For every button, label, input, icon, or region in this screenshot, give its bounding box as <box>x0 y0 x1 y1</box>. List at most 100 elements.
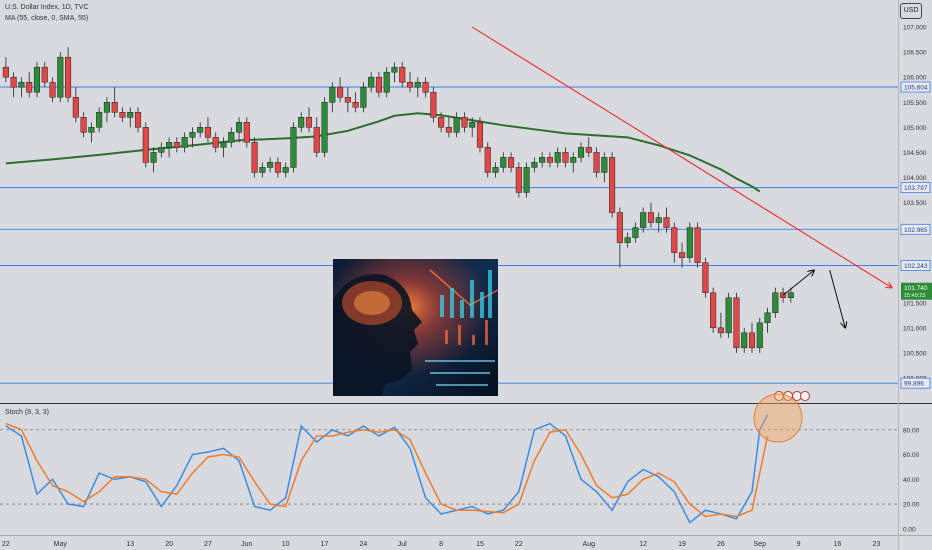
projection-arrow-up <box>782 270 814 296</box>
level-price-badge: 105.804 <box>900 81 931 93</box>
candle-body <box>166 142 173 148</box>
candle-body <box>577 147 585 158</box>
candle-body <box>329 86 336 103</box>
price-tick-label: 105.000 <box>903 125 927 132</box>
candle-body <box>189 132 196 138</box>
candle-body <box>181 137 188 148</box>
time-tick-label: Jun <box>241 541 252 548</box>
level-badge-label: 102.965 <box>904 227 928 234</box>
candle-body <box>523 167 530 193</box>
time-tick-label: 22 <box>515 541 523 548</box>
projection-arrow-down <box>829 270 846 328</box>
candle-body <box>243 122 250 143</box>
time-tick-label: 20 <box>165 541 173 548</box>
candle-body <box>609 157 616 213</box>
moving-average-line <box>5 112 761 193</box>
level-badge-box <box>900 223 931 235</box>
candle-body <box>484 147 491 173</box>
candle-body <box>228 132 235 143</box>
candle-body <box>18 81 25 88</box>
candle-body <box>539 157 546 163</box>
time-tick-label: 12 <box>639 541 647 548</box>
time-tick-label: 13 <box>126 541 134 548</box>
candle-body <box>686 227 693 258</box>
candle-body <box>601 157 608 173</box>
ma-legend: MA (55, close, 0, SMA, 55) <box>5 15 89 22</box>
candle-body <box>212 137 219 148</box>
candle-body <box>298 117 305 128</box>
time-tick-label: Jul <box>398 541 407 548</box>
time-tick-label: 8 <box>439 541 443 548</box>
candle-body <box>65 56 72 98</box>
candle-body <box>445 127 452 133</box>
candle-body <box>197 127 204 133</box>
price-tick-label: 106.000 <box>903 75 927 82</box>
event-flags[interactable] <box>774 391 810 401</box>
level-badge-label: 102.243 <box>904 263 928 270</box>
candle-body <box>756 322 763 349</box>
price-tick-label: 105.500 <box>903 100 927 107</box>
candle-body <box>710 292 717 329</box>
stoch-legend: Stoch (8, 3, 3) <box>5 409 49 416</box>
candle-body <box>469 122 476 128</box>
candle-body <box>585 147 592 153</box>
candle-body <box>119 112 126 118</box>
candle-body <box>72 96 79 118</box>
candle-body <box>282 167 289 173</box>
candle-body <box>787 292 794 298</box>
candle-body <box>26 81 33 93</box>
candle-body <box>267 162 274 168</box>
candle-body <box>702 262 709 293</box>
time-tick-label: 10 <box>282 541 290 548</box>
candle-body <box>360 86 367 108</box>
candle-body <box>624 237 631 243</box>
price-tick-label: 101.000 <box>903 325 927 332</box>
level-price-badge: 99.896 <box>900 377 931 389</box>
currency-badge[interactable]: USD <box>900 3 922 19</box>
candle-body <box>406 81 414 88</box>
stoch-tick-label: 0.00 <box>903 526 916 533</box>
price-tick-label: 107.000 <box>903 25 927 32</box>
candle-body <box>290 127 297 168</box>
last-price-box <box>901 282 932 300</box>
price-tick-label: 100.500 <box>903 350 927 357</box>
stoch-tick-label: 80.00 <box>903 427 920 434</box>
candle-body <box>546 157 553 163</box>
candle-body <box>748 332 756 349</box>
candle-body <box>453 117 460 133</box>
time-tick-label: 24 <box>359 541 367 548</box>
candle-body <box>33 66 41 93</box>
stoch-tick-label: 40.00 <box>903 477 920 484</box>
stoch-line-d <box>5 422 769 518</box>
price-tick-label: 101.500 <box>903 300 927 307</box>
symbol-title: U.S. Dollar Index, 1D, TVC <box>5 4 89 11</box>
candle-body <box>150 152 157 163</box>
candle-body <box>142 127 149 163</box>
time-tick-label: 9 <box>797 541 801 548</box>
time-tick-label: Sep <box>754 541 767 548</box>
candle-body <box>640 212 647 228</box>
candle-body <box>663 217 670 228</box>
candle-body <box>2 66 9 78</box>
candle-body <box>259 167 266 173</box>
candle-body <box>111 102 118 113</box>
level-badge-label: 99.896 <box>904 381 924 388</box>
time-tick-label: 22 <box>2 541 10 548</box>
candle-body <box>741 332 748 349</box>
stoch-line-k <box>5 414 769 524</box>
candle-body <box>430 91 437 118</box>
candle-body <box>344 96 351 103</box>
candle-body <box>492 167 499 173</box>
candle-body <box>235 122 243 133</box>
level-badge-box <box>900 182 931 194</box>
candle-body <box>772 292 779 314</box>
candle-body <box>438 117 445 128</box>
candle-body <box>562 152 569 163</box>
candle-body <box>41 66 48 83</box>
candle-body <box>671 227 678 253</box>
level-badge-box <box>900 81 931 93</box>
price-tick-label: 104.500 <box>903 150 927 157</box>
candle-body <box>508 157 515 168</box>
